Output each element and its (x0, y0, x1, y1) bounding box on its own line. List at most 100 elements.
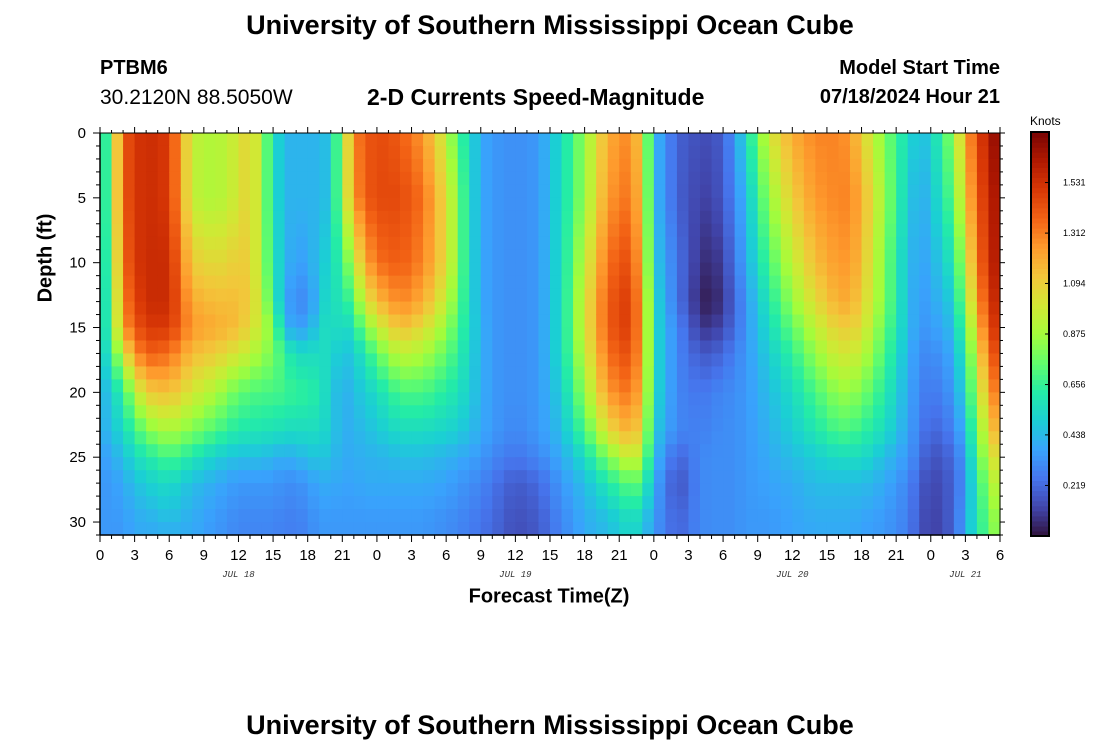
colorbar-segment (1031, 409, 1049, 416)
heatmap-cell (700, 496, 713, 510)
heatmap-cell (573, 223, 586, 238)
heatmap-cell (457, 314, 470, 329)
heatmap-cell (400, 405, 413, 419)
heatmap-cell (203, 184, 216, 199)
heatmap-cell (469, 366, 482, 380)
heatmap-cell (169, 197, 182, 212)
heatmap-cell (157, 353, 170, 368)
heatmap-cell (157, 145, 170, 160)
heatmap-cell (976, 223, 990, 238)
heatmap-cell (111, 158, 124, 173)
heatmap-cell (330, 314, 343, 329)
heatmap-cell (538, 275, 551, 290)
colorbar-segment (1031, 414, 1049, 421)
heatmap-cell (688, 431, 701, 445)
heatmap-cell (619, 418, 632, 432)
heatmap-cell (550, 223, 563, 238)
heatmap-cell (642, 379, 655, 393)
heatmap-cell (723, 470, 736, 484)
heatmap-cell (688, 470, 701, 484)
heatmap-cell (757, 483, 770, 497)
heatmap-cell (388, 496, 401, 510)
heatmap-cell (515, 210, 528, 225)
heatmap-cell (815, 392, 828, 406)
heatmap-cell (803, 340, 816, 355)
heatmap-cell (215, 470, 228, 484)
heatmap-cell (480, 457, 493, 471)
heatmap-cell (584, 392, 597, 406)
heatmap-cell (584, 301, 597, 316)
heatmap-cell (838, 210, 851, 225)
colorbar-segment (1031, 313, 1049, 320)
heatmap-cell (792, 314, 805, 329)
heatmap-cell (630, 444, 643, 458)
heatmap-cell (884, 288, 897, 303)
heatmap-cell (457, 197, 470, 212)
heatmap-cell (723, 133, 736, 147)
heatmap-cell (769, 418, 782, 432)
heatmap-cell (896, 288, 909, 303)
colorbar-segment (1031, 177, 1049, 184)
heatmap-cell (480, 392, 493, 406)
heatmap-cell (988, 418, 1001, 432)
heatmap-cell (250, 171, 263, 186)
chart-title: 2-D Currents Speed-Magnitude (367, 84, 705, 110)
heatmap-cell (700, 314, 713, 329)
heatmap-cell (919, 405, 932, 419)
heatmap-cell (480, 249, 493, 264)
heatmap-cell (711, 314, 724, 329)
heatmap-cell (838, 184, 851, 199)
colorbar-tick-label: 0.875 (1063, 329, 1086, 339)
heatmap-cell (723, 145, 736, 160)
heatmap-cell (307, 509, 320, 523)
heatmap-cell (953, 262, 966, 277)
heatmap-cell (434, 444, 447, 458)
heatmap-cell (388, 392, 401, 406)
heatmap-cell (619, 249, 632, 264)
heatmap-cell (469, 405, 482, 419)
heatmap-cell (561, 418, 574, 432)
heatmap-cell (826, 392, 840, 406)
heatmap-cell (307, 353, 320, 368)
heatmap-cell (330, 444, 343, 458)
heatmap-cell (676, 405, 690, 419)
heatmap-cell (100, 327, 113, 342)
heatmap-cell (965, 288, 978, 303)
heatmap-cell (250, 262, 263, 277)
heatmap-cell (503, 405, 516, 419)
heatmap-cell (434, 301, 447, 316)
heatmap-cell (215, 340, 228, 355)
heatmap-cell (123, 223, 136, 238)
heatmap-cell (192, 314, 205, 329)
heatmap-cell (826, 379, 840, 393)
heatmap-cell (619, 496, 632, 510)
heatmap-cell (215, 405, 228, 419)
heatmap-cell (676, 249, 690, 264)
heatmap-cell (134, 379, 147, 393)
heatmap-cell (284, 288, 297, 303)
heatmap-cell (100, 392, 113, 406)
heatmap-cell (734, 522, 747, 536)
heatmap-cell (365, 405, 378, 419)
heatmap-cell (284, 236, 297, 251)
heatmap-cell (538, 133, 551, 147)
heatmap-cell (953, 405, 966, 419)
heatmap-cell (146, 444, 159, 458)
heatmap-cell (665, 184, 678, 199)
heatmap-cell (284, 210, 297, 225)
heatmap-cell (792, 158, 805, 173)
heatmap-cell (919, 262, 932, 277)
heatmap-cell (423, 145, 436, 160)
heatmap-cell (226, 133, 240, 147)
heatmap-cell (134, 158, 147, 173)
date-labels: JUL 18 JUL 19 JUL 20 JUL 21 (222, 570, 981, 580)
heatmap-cell (169, 496, 182, 510)
heatmap-cell (192, 262, 205, 277)
heatmap-cell (469, 133, 482, 147)
heatmap-cell (838, 197, 851, 212)
heatmap-cell (573, 444, 586, 458)
heatmap-cell (607, 275, 620, 290)
heatmap-cell (619, 431, 632, 445)
heatmap-cell (792, 262, 805, 277)
heatmap-cell (873, 509, 886, 523)
